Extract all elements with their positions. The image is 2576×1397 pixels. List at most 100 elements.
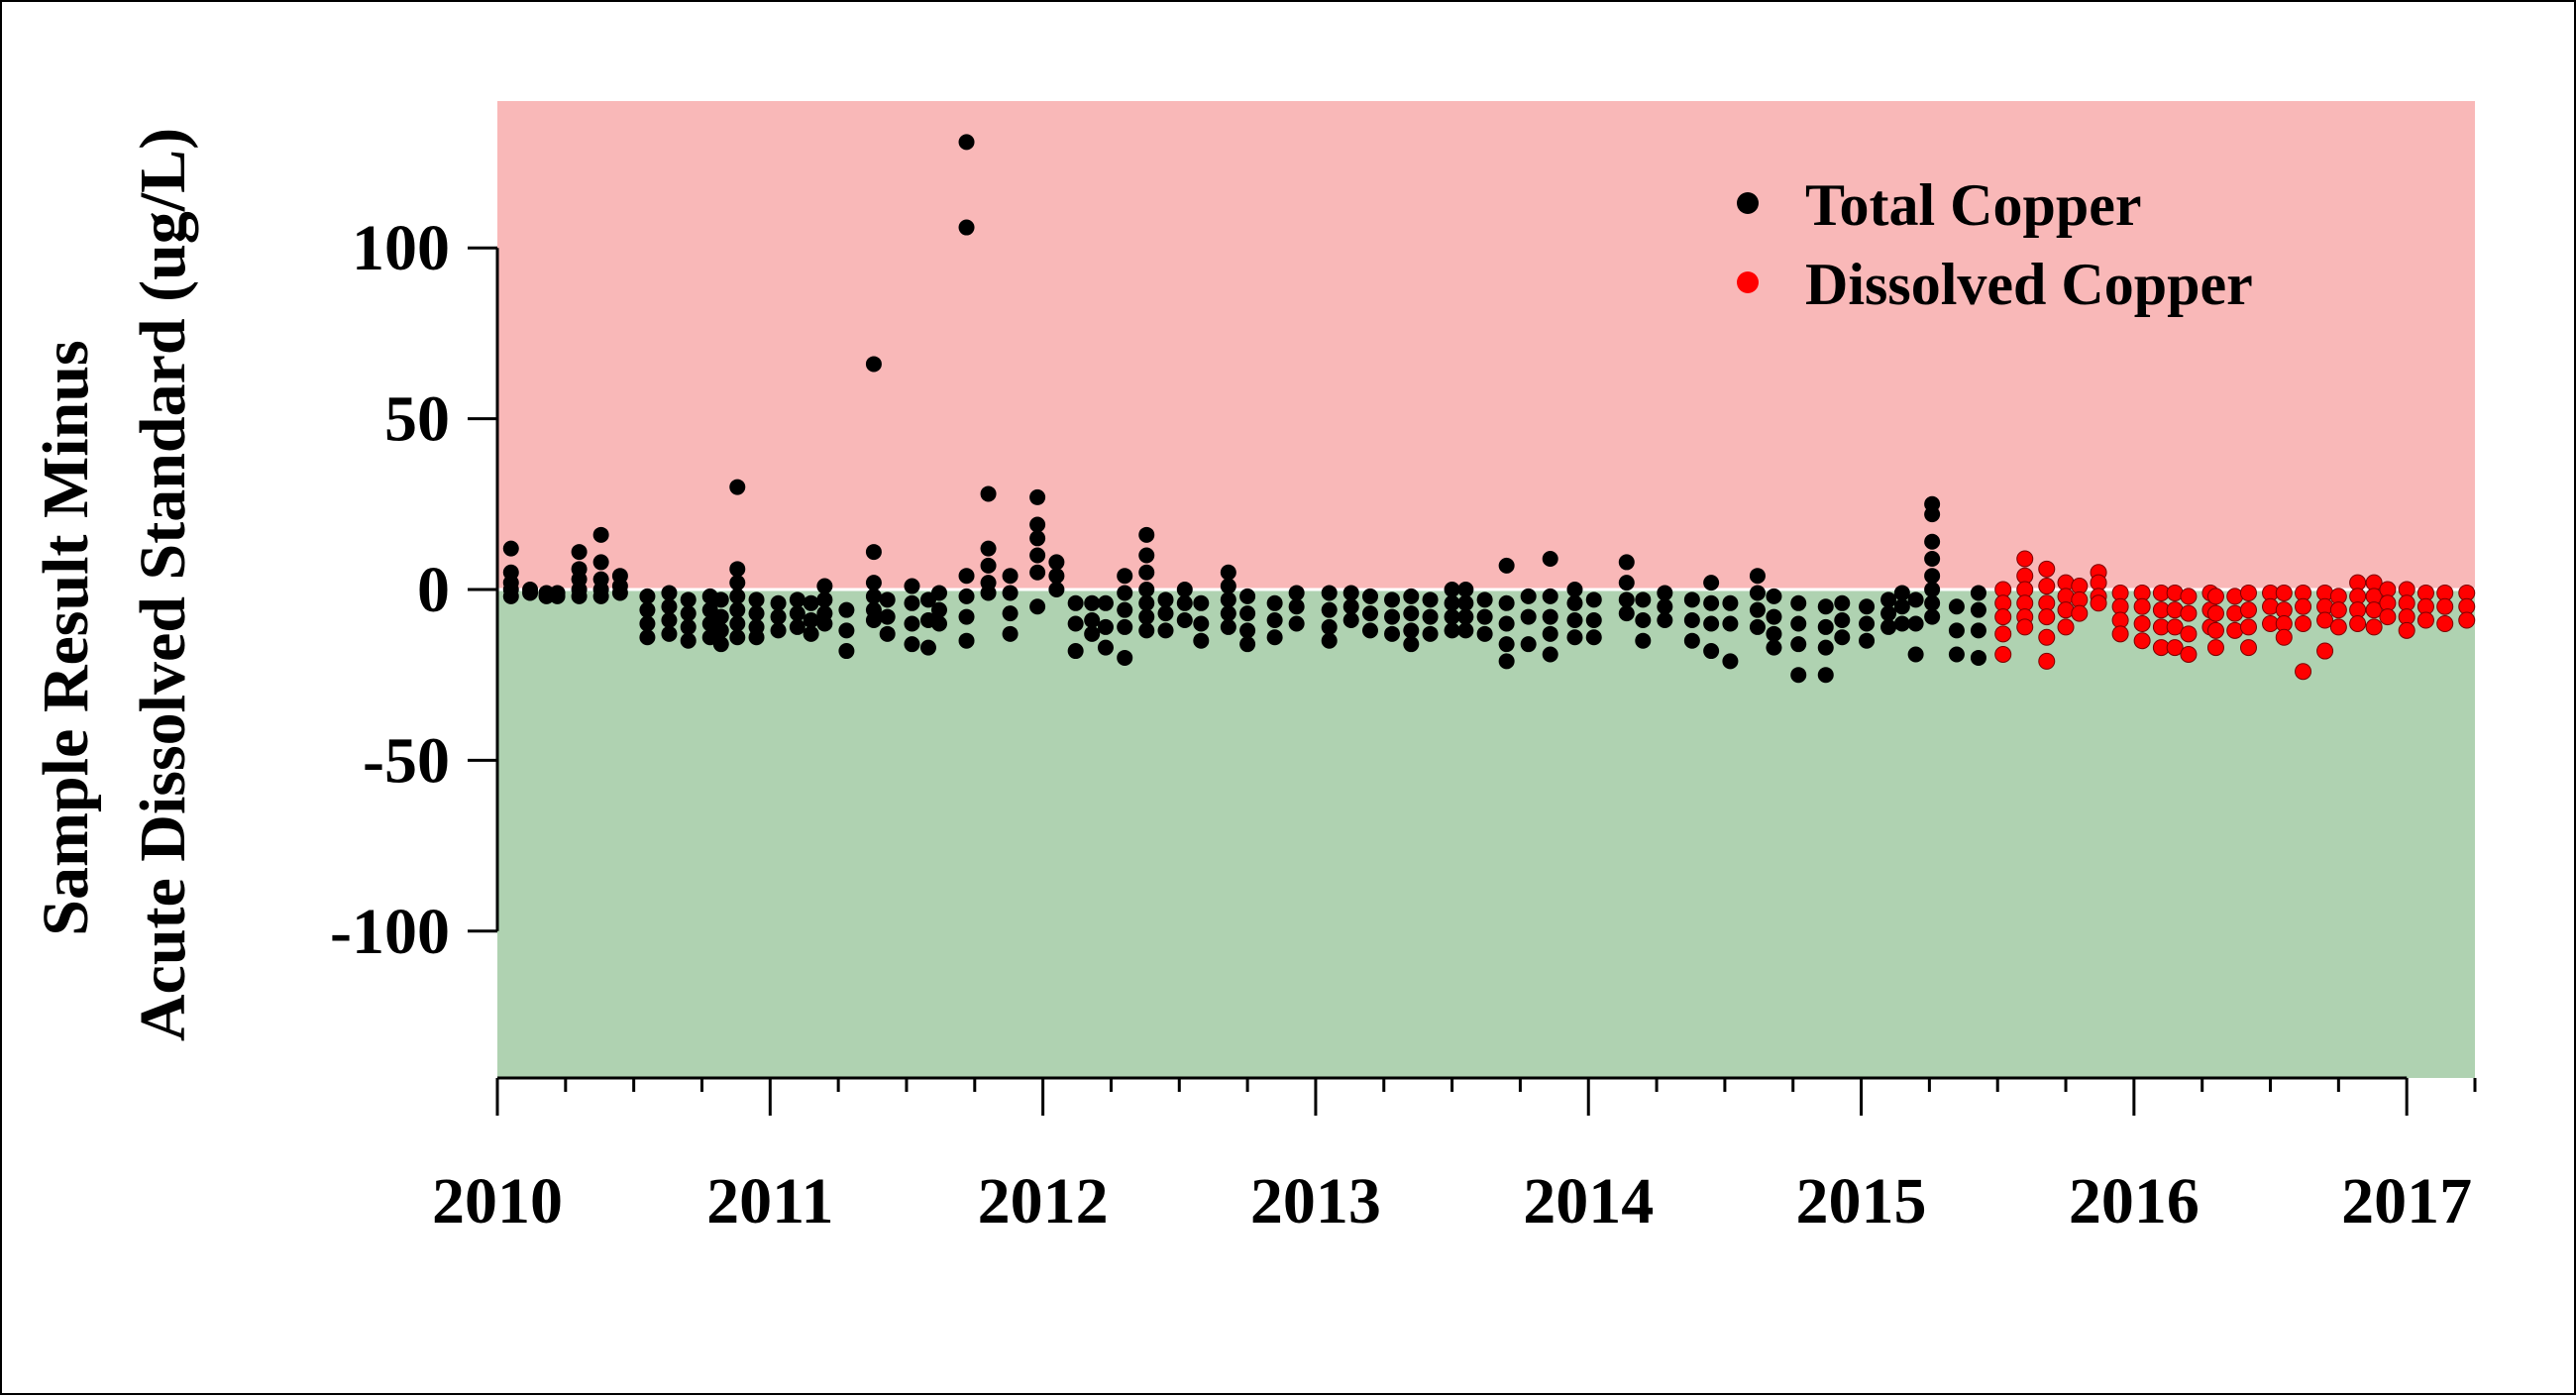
- point-dissolved-copper: [2436, 614, 2454, 632]
- point-total-copper: [1457, 594, 1474, 611]
- point-total-copper: [1002, 625, 1019, 642]
- point-total-copper: [1239, 605, 1256, 622]
- point-total-copper: [865, 544, 882, 561]
- y-tick-label: 100: [352, 212, 450, 284]
- point-total-copper: [770, 594, 787, 611]
- point-total-copper: [1361, 605, 1378, 622]
- point-total-copper: [803, 612, 819, 629]
- point-dissolved-copper: [2038, 628, 2056, 646]
- point-total-copper: [661, 612, 678, 629]
- point-total-copper: [1893, 598, 1910, 615]
- point-total-copper: [865, 612, 882, 629]
- point-total-copper: [1220, 591, 1236, 608]
- point-total-copper: [1342, 585, 1359, 601]
- point-total-copper: [748, 605, 765, 622]
- point-total-copper: [1067, 594, 1084, 611]
- point-total-copper: [522, 585, 539, 601]
- point-dissolved-copper: [2239, 639, 2257, 657]
- point-total-copper: [1321, 585, 1338, 601]
- point-total-copper: [1970, 649, 1986, 666]
- x-tick-label: 2015: [1796, 1165, 1927, 1237]
- point-total-copper: [789, 618, 805, 635]
- point-total-copper: [1749, 585, 1766, 601]
- point-total-copper: [1766, 588, 1782, 604]
- point-dissolved-copper: [2133, 614, 2151, 632]
- point-total-copper: [1457, 608, 1474, 625]
- point-total-copper: [1084, 625, 1101, 642]
- point-total-copper: [980, 540, 997, 557]
- point-total-copper: [1002, 568, 1019, 585]
- point-total-copper: [904, 615, 920, 632]
- point-dissolved-copper: [2111, 625, 2129, 643]
- x-tick-label: 2010: [432, 1165, 563, 1237]
- point-total-copper: [1422, 591, 1439, 608]
- point-dissolved-copper: [2166, 639, 2184, 657]
- point-dissolved-copper: [2436, 597, 2454, 615]
- point-total-copper: [803, 594, 819, 611]
- point-total-copper: [958, 568, 975, 585]
- point-total-copper: [1097, 639, 1114, 656]
- point-total-copper: [1029, 530, 1046, 547]
- point-dissolved-copper: [2275, 584, 2293, 601]
- point-total-copper: [680, 591, 697, 608]
- point-dissolved-copper: [2239, 618, 2257, 636]
- point-total-copper: [592, 588, 609, 604]
- point-dissolved-copper: [2295, 614, 2312, 632]
- point-total-copper: [980, 557, 997, 574]
- point-dissolved-copper: [2239, 601, 2257, 619]
- y-tick-label: -100: [330, 896, 450, 968]
- point-total-copper: [803, 625, 819, 642]
- point-total-copper: [712, 636, 729, 653]
- point-total-copper: [1657, 585, 1673, 601]
- point-total-copper: [1288, 598, 1305, 615]
- point-total-copper: [838, 622, 855, 639]
- point-total-copper: [1138, 564, 1155, 581]
- point-dissolved-copper: [2166, 618, 2184, 636]
- point-total-copper: [1220, 564, 1236, 581]
- point-total-copper: [1384, 591, 1401, 608]
- point-total-copper: [1766, 625, 1782, 642]
- point-total-copper: [1067, 615, 1084, 632]
- point-total-copper: [1657, 598, 1673, 615]
- point-total-copper: [865, 356, 882, 373]
- x-tick-label: 2014: [1523, 1165, 1654, 1237]
- point-total-copper: [1444, 608, 1460, 625]
- point-total-copper: [1703, 594, 1720, 611]
- point-total-copper: [1084, 594, 1101, 611]
- point-total-copper: [571, 544, 588, 561]
- point-total-copper: [1029, 547, 1046, 564]
- x-tick-label: 2011: [706, 1165, 833, 1237]
- point-dissolved-copper: [1994, 646, 2012, 664]
- point-total-copper: [1097, 594, 1114, 611]
- point-total-copper: [1585, 612, 1602, 629]
- point-total-copper: [1834, 612, 1851, 629]
- legend-marker-dissolved-copper: [1737, 271, 1759, 293]
- point-total-copper: [1384, 608, 1401, 625]
- point-total-copper: [1476, 625, 1493, 642]
- point-dissolved-copper: [2329, 601, 2347, 619]
- point-total-copper: [1907, 646, 1924, 663]
- point-total-copper: [1138, 526, 1155, 543]
- point-total-copper: [1924, 568, 1941, 585]
- y-axis-label: Sample Result Minus Acute Dissolved Stan…: [30, 128, 199, 1041]
- point-total-copper: [1138, 608, 1155, 625]
- point-total-copper: [1029, 516, 1046, 533]
- point-dissolved-copper: [2206, 621, 2224, 639]
- point-total-copper: [1403, 605, 1420, 622]
- point-total-copper: [1067, 643, 1084, 660]
- point-total-copper: [1790, 667, 1807, 684]
- point-dissolved-copper: [2379, 608, 2397, 626]
- point-total-copper: [1924, 582, 1941, 597]
- point-total-copper: [1239, 588, 1256, 604]
- point-total-copper: [1321, 618, 1338, 635]
- point-dissolved-copper: [2180, 646, 2198, 664]
- point-total-copper: [1585, 629, 1602, 646]
- y-axis-label-line-2: Acute Dissolved Standard (ug/L): [127, 128, 199, 1041]
- point-dissolved-copper: [2458, 611, 2476, 629]
- point-total-copper: [1880, 605, 1897, 622]
- point-total-copper: [571, 588, 588, 604]
- y-tick-label: 0: [417, 554, 450, 626]
- point-total-copper: [838, 601, 855, 618]
- legend-label-total-copper: Total Copper: [1805, 172, 2142, 238]
